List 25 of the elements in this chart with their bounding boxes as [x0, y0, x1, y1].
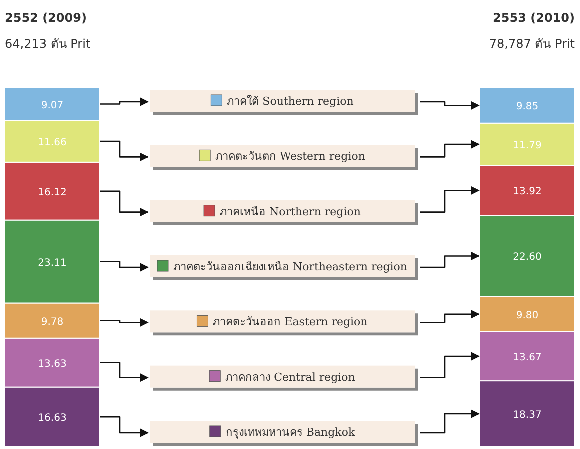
data-label: 9.78 [41, 316, 64, 328]
legend-label: กรุงเทพมหานคร Bangkok [226, 426, 356, 439]
data-label: 11.66 [38, 137, 67, 148]
data-label: 18.37 [513, 410, 542, 422]
legend-label: ภาคตะวันตก Western region [216, 150, 366, 164]
data-label: 13.67 [513, 352, 542, 364]
legend-label: ภาคใต้ Southern region [227, 95, 354, 108]
data-label: 22.60 [513, 252, 542, 264]
legend-label: ภาคเหนือ Northern region [220, 205, 361, 218]
data-label: 9.85 [516, 102, 539, 113]
data-label: 13.92 [513, 186, 542, 198]
x-tick-label: 2552 (2009) [5, 11, 87, 25]
legend-label: ภาคกลาง Central region [226, 370, 356, 384]
data-label: 11.79 [513, 140, 542, 152]
data-label: 9.07 [41, 100, 64, 112]
data-label: 16.63 [38, 413, 67, 424]
data-label: 16.12 [38, 187, 67, 198]
data-label: 9.80 [516, 310, 539, 322]
x-tick-label: 2553 (2010) [493, 11, 575, 25]
legend-label: ภาคตะวันออก Eastern region [213, 316, 368, 329]
text: 78,787 ตัน Prit [489, 37, 576, 51]
legend-label: ภาคตะวันออกเฉียงเหนือ Northeastern region [173, 260, 408, 274]
data-label: 13.63 [38, 358, 67, 370]
data-label: 23.11 [38, 258, 67, 269]
text: 64,213 ตัน Prit [5, 37, 91, 51]
